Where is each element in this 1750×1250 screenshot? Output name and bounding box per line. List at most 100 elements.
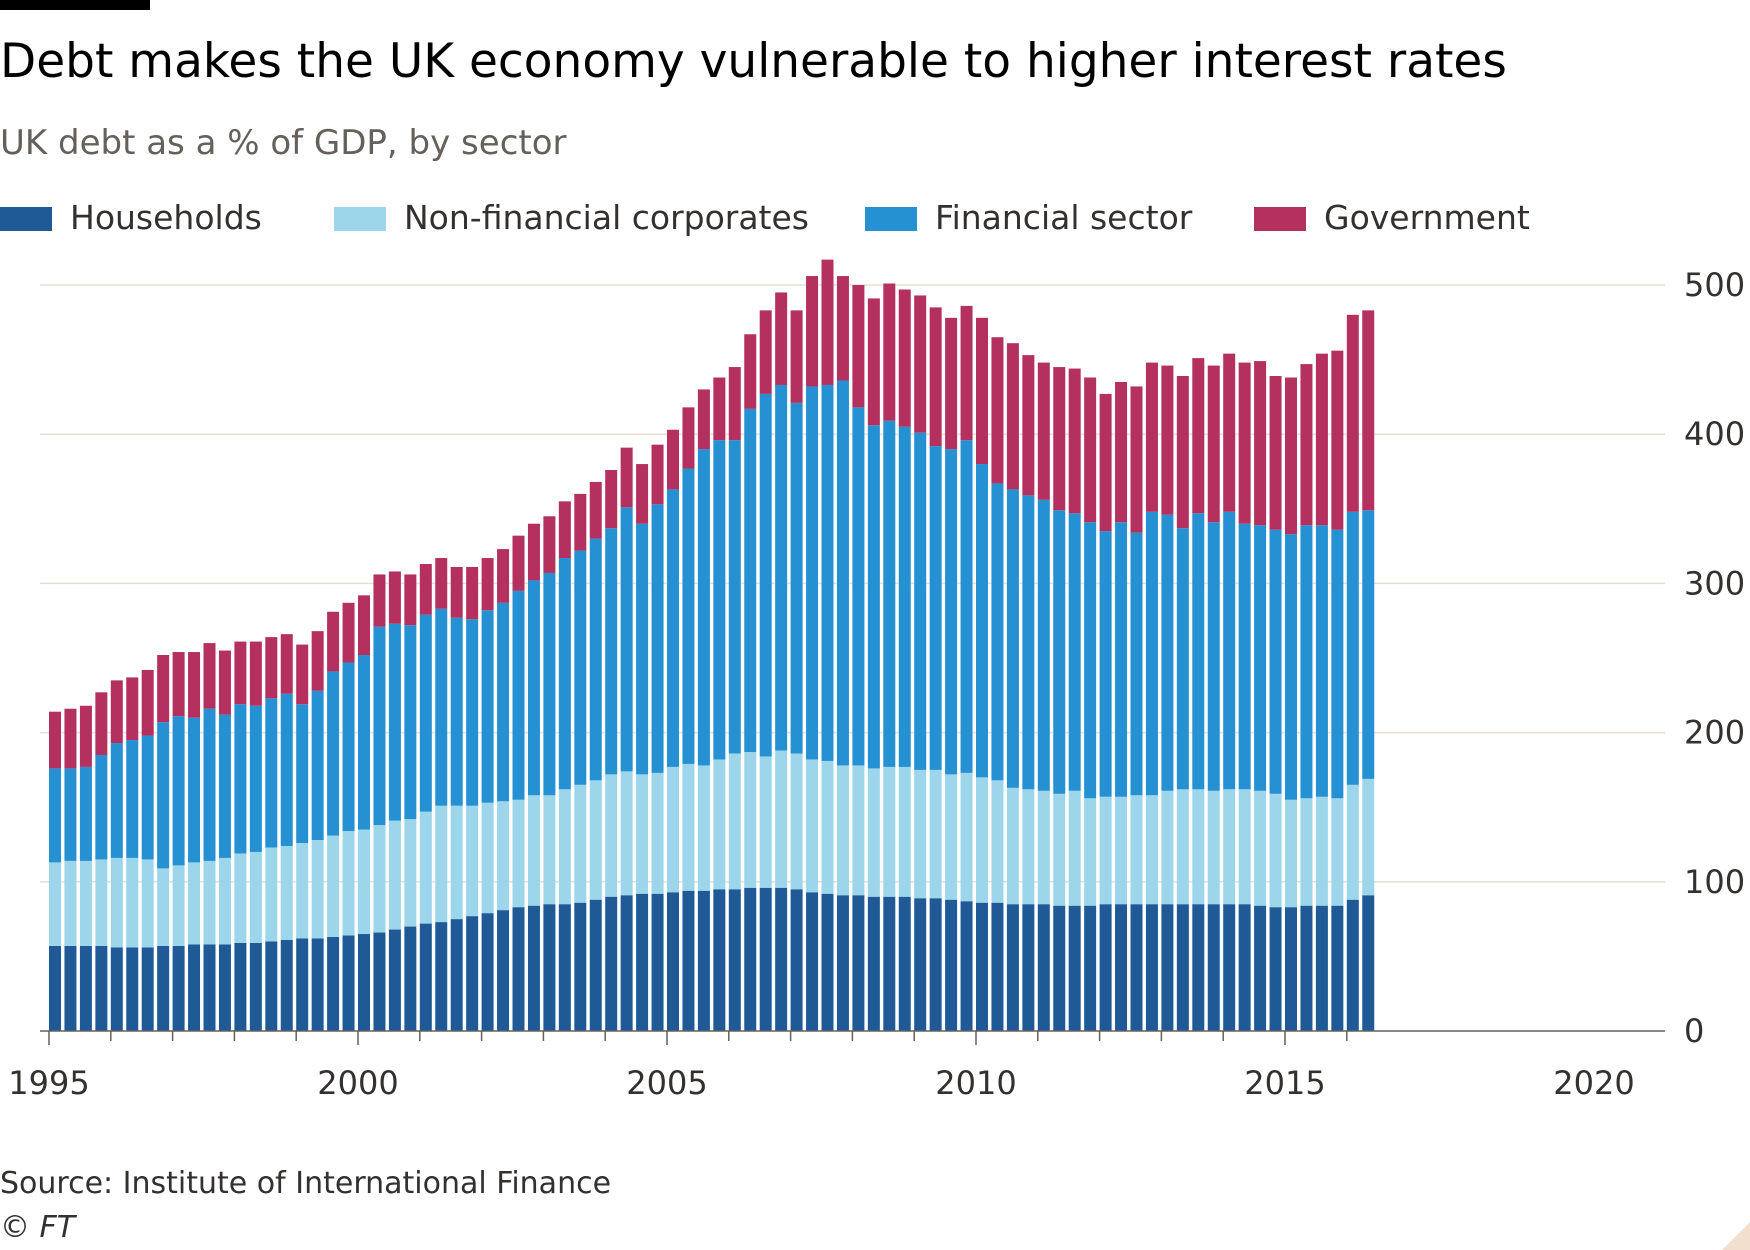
bar-segment-financial-sector xyxy=(543,572,556,796)
bar-segment-non-financial-corporates xyxy=(558,789,571,905)
bar-segment-financial-sector xyxy=(1161,514,1174,791)
bar-segment-financial-sector xyxy=(960,440,973,773)
bar-segment-financial-sector xyxy=(1300,525,1313,799)
bar-stack xyxy=(929,307,942,1031)
bar-segment-government xyxy=(605,470,618,529)
bar-stack xyxy=(620,447,633,1031)
chart-title: Debt makes the UK economy vulnerable to … xyxy=(0,34,1507,89)
bar-segment-government xyxy=(1192,358,1205,514)
bar-segment-government xyxy=(327,611,340,672)
brand-bar xyxy=(0,0,150,10)
bar-segment-government xyxy=(589,481,602,539)
bar-segment-non-financial-corporates xyxy=(1037,790,1050,905)
bar-segment-non-financial-corporates xyxy=(976,777,988,903)
bar-stack xyxy=(497,549,510,1031)
bar-stack xyxy=(126,677,139,1031)
bar-segment-government xyxy=(497,549,510,603)
bar-stack xyxy=(1300,364,1313,1031)
bar-segment-government xyxy=(126,677,139,741)
bar-segment-non-financial-corporates xyxy=(188,862,201,945)
bar-segment-non-financial-corporates xyxy=(1130,795,1143,905)
bar-segment-households xyxy=(1099,904,1112,1031)
bar-segment-households xyxy=(280,939,293,1031)
bar-segment-financial-sector xyxy=(126,740,139,858)
bar-segment-non-financial-corporates xyxy=(914,769,927,899)
bar-segment-households xyxy=(1161,904,1174,1031)
bar-segment-government xyxy=(203,643,216,709)
bar-segment-government xyxy=(1037,362,1050,500)
bar-segment-government xyxy=(960,305,973,441)
bar-stack xyxy=(110,680,123,1031)
bar-segment-non-financial-corporates xyxy=(1006,787,1019,905)
legend-swatch-government xyxy=(1254,207,1306,231)
bar-segment-financial-sector xyxy=(620,507,633,772)
bar-segment-financial-sector xyxy=(265,698,278,848)
bar-segment-non-financial-corporates xyxy=(1207,790,1220,905)
bar-segment-households xyxy=(821,893,834,1031)
bar-segment-financial-sector xyxy=(697,449,710,766)
bar-segment-non-financial-corporates xyxy=(1099,796,1112,905)
bar-segment-non-financial-corporates xyxy=(929,769,942,899)
bar-segment-non-financial-corporates xyxy=(682,763,695,891)
bar-segment-non-financial-corporates xyxy=(636,774,649,894)
bar-stack xyxy=(1037,362,1050,1031)
bar-segment-government xyxy=(280,634,293,694)
bar-stack xyxy=(682,407,695,1031)
bar-segment-non-financial-corporates xyxy=(110,857,123,948)
bar-segment-non-financial-corporates xyxy=(852,765,865,896)
bar-segment-government xyxy=(172,652,185,717)
bar-stack xyxy=(1254,361,1267,1031)
bar-segment-financial-sector xyxy=(991,483,1004,781)
y-tick-label-400: 400 xyxy=(1684,415,1745,453)
bar-segment-government xyxy=(342,602,355,663)
bar-segment-non-financial-corporates xyxy=(821,760,834,894)
bar-stack xyxy=(1145,362,1158,1031)
bar-segment-households xyxy=(914,898,927,1031)
bar-stack xyxy=(358,595,370,1031)
bar-segment-government xyxy=(110,680,123,744)
bar-segment-financial-sector xyxy=(249,705,262,852)
bar-segment-government xyxy=(188,652,201,718)
bar-stack xyxy=(1285,377,1297,1031)
bar-segment-non-financial-corporates xyxy=(960,772,973,902)
bar-segment-non-financial-corporates xyxy=(605,774,618,897)
bar-segment-non-financial-corporates xyxy=(651,772,664,894)
bar-segment-households xyxy=(1053,905,1066,1031)
bar-segment-households xyxy=(358,934,370,1031)
bar-segment-non-financial-corporates xyxy=(79,860,92,946)
bar-segment-financial-sector xyxy=(790,402,803,754)
bar-segment-government xyxy=(1084,377,1097,523)
bar-segment-financial-sector xyxy=(404,625,417,820)
bar-segment-government xyxy=(1130,386,1143,533)
bar-segment-financial-sector xyxy=(929,446,942,770)
bar-segment-government xyxy=(898,289,911,427)
bar-segment-government xyxy=(836,276,849,381)
bar-segment-households xyxy=(1285,907,1297,1031)
bar-segment-households xyxy=(1238,904,1251,1031)
bar-segment-households xyxy=(1254,905,1267,1031)
bar-segment-households xyxy=(1315,905,1328,1031)
bar-segment-households xyxy=(466,916,479,1031)
legend-label-financial-sector: Financial sector xyxy=(935,198,1193,237)
bar-segment-financial-sector xyxy=(157,722,170,869)
bar-segment-government xyxy=(806,276,819,387)
bar-segment-government xyxy=(667,429,679,490)
bar-segment-households xyxy=(327,937,340,1031)
bar-segment-non-financial-corporates xyxy=(1068,790,1081,906)
bar-segment-non-financial-corporates xyxy=(898,766,911,897)
bar-segment-financial-sector xyxy=(713,440,726,760)
bar-segment-government xyxy=(1006,343,1019,490)
bar-segment-households xyxy=(110,947,123,1031)
bar-segment-households xyxy=(1022,904,1035,1031)
bar-segment-financial-sector xyxy=(1223,511,1236,790)
legend-label-government: Government xyxy=(1324,198,1530,237)
source-note: Source: Institute of International Finan… xyxy=(0,1166,612,1201)
bar-stack xyxy=(311,631,324,1031)
bar-segment-non-financial-corporates xyxy=(945,774,958,900)
bar-segment-government xyxy=(620,447,633,508)
bar-segment-financial-sector xyxy=(1362,510,1375,779)
bar-stack xyxy=(388,571,401,1031)
bar-segment-households xyxy=(249,942,262,1031)
bar-segment-households xyxy=(636,893,649,1031)
y-tick-label-0: 0 xyxy=(1684,1012,1704,1050)
